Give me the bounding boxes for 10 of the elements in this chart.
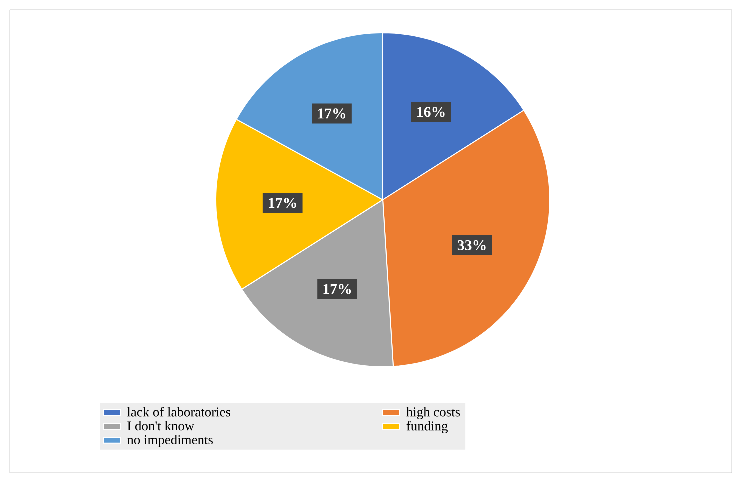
data-label: 16% (418, 107, 445, 118)
legend-label: I don't know (128, 421, 195, 431)
legend-label: no impediments (127, 435, 213, 448)
legend-label: lack of laboratories (127, 407, 231, 417)
data-label: 17% (324, 284, 352, 294)
data-label: 33% (458, 240, 486, 251)
data-label: 17% (269, 198, 296, 208)
legend-label: high costs (406, 407, 460, 420)
legend-label: funding (406, 421, 448, 434)
data-label: 17% (318, 108, 346, 119)
